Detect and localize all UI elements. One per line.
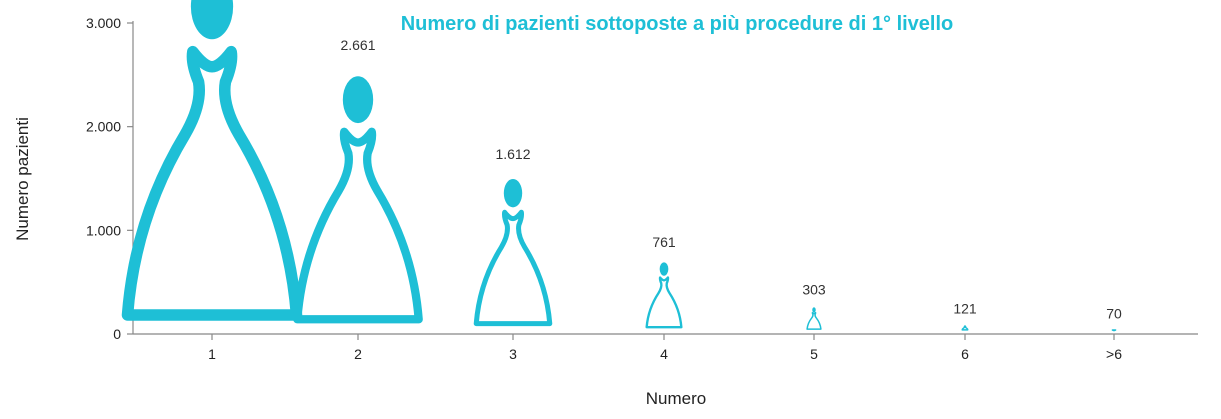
figure-mark: 761 xyxy=(645,234,683,329)
data-label: 761 xyxy=(652,234,676,250)
y-tick-label: 2.000 xyxy=(86,119,121,135)
axes: 0 1.000 2.000 3.000 1 2 3 4 5 6 >6 xyxy=(86,15,1198,362)
x-tick-label: >6 xyxy=(1106,346,1122,362)
figure-mark: 1.612 xyxy=(473,146,553,327)
figure-mark: 3.705 xyxy=(121,0,303,321)
x-tick-label: 3 xyxy=(509,346,517,362)
data-label: 70 xyxy=(1106,306,1122,322)
head-shape xyxy=(1113,330,1115,332)
x-tick-label: 2 xyxy=(354,346,362,362)
y-tick-label: 0 xyxy=(113,326,121,342)
y-axis-label: Numero pazienti xyxy=(13,117,32,241)
chart-title: Numero di pazienti sottoposte a più proc… xyxy=(401,13,954,35)
dress-outline xyxy=(473,209,553,327)
data-label: 1.612 xyxy=(495,146,530,162)
y-tick-label: 1.000 xyxy=(86,222,121,238)
dress-outline xyxy=(806,311,822,330)
x-tick-label: 1 xyxy=(208,346,216,362)
head-shape xyxy=(812,307,816,313)
x-tick-label: 4 xyxy=(660,346,668,362)
x-tick-label: 5 xyxy=(810,346,818,362)
figure-mark: 121 xyxy=(953,300,977,331)
head-shape xyxy=(342,76,374,124)
figure-mark: 2.661 xyxy=(293,37,423,324)
x-axis-label: Numero xyxy=(646,389,706,408)
x-tick-label: 6 xyxy=(961,346,969,362)
data-label: 2.661 xyxy=(340,37,375,53)
dress-outline xyxy=(645,276,683,329)
y-tick-label: 3.000 xyxy=(86,15,121,31)
data-label: 303 xyxy=(802,282,826,298)
head-shape xyxy=(190,0,234,40)
data-label: 121 xyxy=(953,300,977,316)
head-shape xyxy=(964,325,966,328)
data-figures: 3.705 2.661 1.612 761 303 121 70 xyxy=(121,0,1122,332)
dress-outline xyxy=(293,127,423,324)
head-shape xyxy=(659,262,669,276)
figure-mark: 70 xyxy=(1106,306,1122,332)
dress-outline xyxy=(121,45,303,321)
head-shape xyxy=(503,178,523,208)
figure-mark: 303 xyxy=(802,282,826,330)
